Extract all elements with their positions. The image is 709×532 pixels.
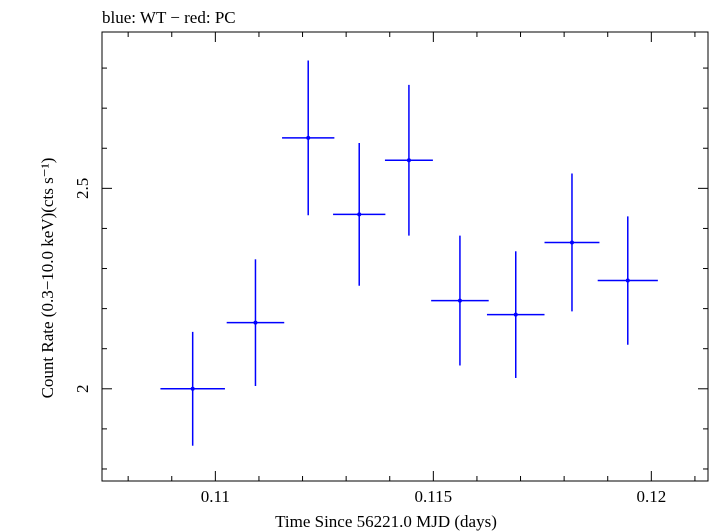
data-points (160, 60, 658, 446)
x-axis-label: Time Since 56221.0 MJD (days) (275, 512, 497, 531)
data-point (431, 235, 489, 366)
data-point (597, 216, 658, 345)
x-tick-labels: 0.11 0.115 0.12 (201, 487, 666, 506)
data-point (486, 251, 545, 378)
data-point (282, 60, 335, 216)
y-tick-label: 2 (73, 385, 92, 394)
point-marker (406, 158, 411, 163)
y-tick-labels: 22.5 (73, 178, 92, 393)
point-marker (253, 320, 258, 325)
y-axis-label: Count Rate (0.3−10.0 keV)(cts s⁻¹) (38, 158, 57, 399)
data-point (160, 331, 225, 446)
data-point (384, 84, 433, 236)
point-marker (457, 298, 462, 303)
point-marker (625, 278, 630, 283)
point-marker (190, 386, 195, 391)
data-point (544, 173, 600, 312)
x-tick-label: 0.11 (201, 487, 230, 506)
point-marker (306, 135, 311, 140)
data-point (333, 143, 386, 286)
x-tick-label: 0.12 (636, 487, 666, 506)
plot-frame (101, 31, 709, 482)
x-tick-label: 0.115 (415, 487, 453, 506)
axis-ticks (102, 32, 708, 481)
point-marker (513, 312, 518, 317)
y-tick-label: 2.5 (73, 178, 92, 199)
point-marker (569, 240, 574, 245)
data-point (226, 259, 285, 386)
point-marker (357, 212, 362, 217)
chart-title: blue: WT − red: PC (102, 8, 236, 27)
